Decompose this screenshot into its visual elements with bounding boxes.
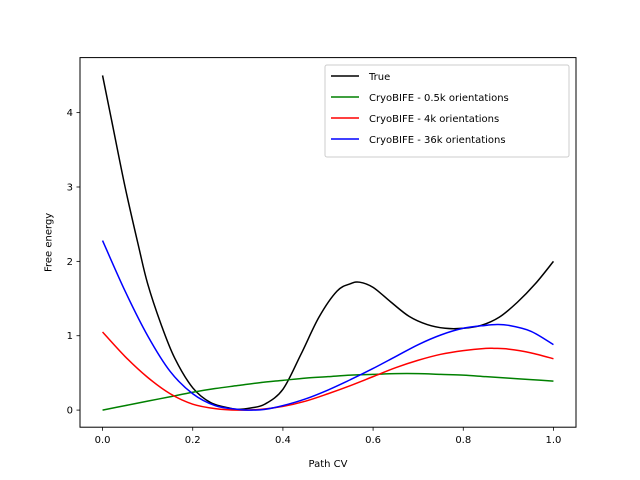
x-tick-label: 1.0 [546,435,562,446]
y-tick-label: 1 [67,331,73,342]
x-tick-label: 0.6 [365,435,381,446]
legend-label: CryoBIFE - 36k orientations [369,135,506,146]
legend-label: CryoBIFE - 0.5k orientations [369,93,509,104]
x-tick-label: 0.2 [185,435,201,446]
x-axis-label: Path CV [309,459,348,470]
y-axis: 0 1 2 3 4 [67,108,80,417]
legend-label: CryoBIFE - 4k orientations [369,114,499,125]
y-tick-label: 0 [67,406,73,417]
x-tick-label: 0.0 [95,435,111,446]
y-axis-label: Free energy [44,213,55,272]
series-line-3 [101,240,554,411]
legend-label: True [368,72,390,83]
series-line-1 [102,372,554,411]
legend-box [324,64,570,158]
x-axis: 0.0 0.2 0.4 0.6 0.8 1.0 [95,427,562,446]
legend: True CryoBIFE - 0.5k orientations CryoBIFE… [324,64,570,158]
x-tick-label: 0.4 [275,435,291,446]
y-tick-label: 4 [67,108,73,119]
series-line-2 [101,331,554,411]
y-tick-label: 3 [67,182,73,193]
x-tick-label: 0.8 [455,435,471,446]
plot-lines [101,75,555,411]
axes-frame [79,57,577,428]
y-tick-label: 2 [67,257,73,268]
